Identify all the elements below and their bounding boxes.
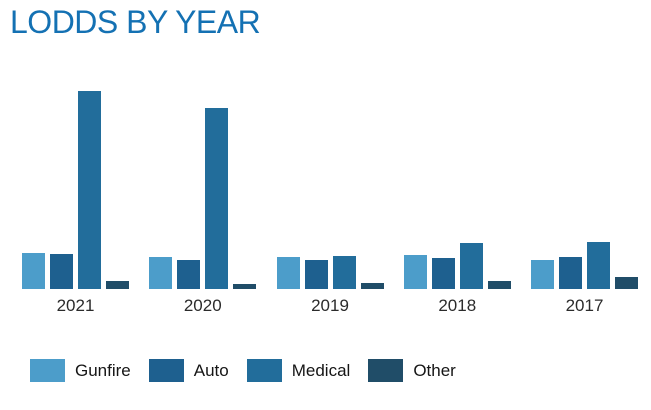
bars-2021 — [22, 49, 129, 289]
legend-label-gunfire: Gunfire — [75, 360, 131, 380]
bar-gunfire-2020[interactable] — [149, 257, 173, 289]
bar-auto-2018[interactable] — [431, 258, 455, 289]
bars-2019 — [276, 49, 384, 289]
legend-label-other: Other — [413, 360, 456, 380]
bar-group-2018: 2018 — [403, 49, 511, 316]
bar-gunfire-2018[interactable] — [403, 255, 427, 289]
legend-item-other[interactable]: Other — [368, 359, 456, 382]
legend-swatch-auto — [148, 359, 184, 382]
x-axis-label-2019: 2019 — [311, 296, 349, 315]
bar-group-2021: 2021 — [22, 49, 129, 316]
bars-2020 — [149, 49, 257, 289]
bar-medical-2017[interactable] — [587, 242, 610, 289]
bar-gunfire-2021[interactable] — [22, 253, 45, 289]
chart-legend: Gunfire Auto Medical Other — [30, 359, 474, 382]
bar-group-2019: 2019 — [276, 49, 384, 316]
x-axis-label-2020: 2020 — [183, 296, 222, 315]
bar-gunfire-2019[interactable] — [276, 257, 300, 289]
bar-other-2020[interactable] — [233, 284, 257, 289]
bar-chart: 2021 2020 2019 2018 2017 — [22, 49, 638, 316]
bar-other-2019[interactable] — [360, 283, 384, 289]
bar-medical-2020[interactable] — [205, 108, 229, 289]
legend-label-medical: Medical — [291, 360, 351, 380]
x-axis-label-2018: 2018 — [438, 296, 477, 315]
bar-medical-2021[interactable] — [78, 91, 101, 289]
x-axis-label-2021: 2021 — [56, 296, 95, 315]
bar-other-2021[interactable] — [106, 281, 129, 289]
bars-2018 — [403, 49, 511, 289]
legend-item-auto[interactable]: Auto — [148, 359, 229, 382]
bar-other-2018[interactable] — [487, 281, 511, 289]
bar-gunfire-2017[interactable] — [531, 260, 554, 289]
chart-title: LODDS BY YEAR — [10, 4, 261, 40]
legend-label-auto: Auto — [193, 360, 229, 380]
bar-other-2017[interactable] — [615, 277, 638, 289]
x-axis-label-2017: 2017 — [565, 296, 604, 315]
bar-medical-2019[interactable] — [332, 256, 356, 289]
bar-group-2020: 2020 — [149, 49, 257, 316]
legend-item-medical[interactable]: Medical — [246, 359, 351, 382]
legend-swatch-gunfire — [30, 359, 65, 382]
bar-auto-2021[interactable] — [50, 254, 73, 289]
legend-item-gunfire[interactable]: Gunfire — [30, 359, 131, 382]
bar-medical-2018[interactable] — [459, 243, 483, 289]
bar-auto-2020[interactable] — [177, 260, 201, 289]
legend-swatch-medical — [246, 359, 282, 382]
bar-auto-2017[interactable] — [559, 257, 582, 289]
bars-2017 — [531, 49, 638, 289]
bar-group-2017: 2017 — [531, 49, 638, 316]
legend-swatch-other — [368, 359, 404, 382]
bar-auto-2019[interactable] — [304, 260, 328, 289]
